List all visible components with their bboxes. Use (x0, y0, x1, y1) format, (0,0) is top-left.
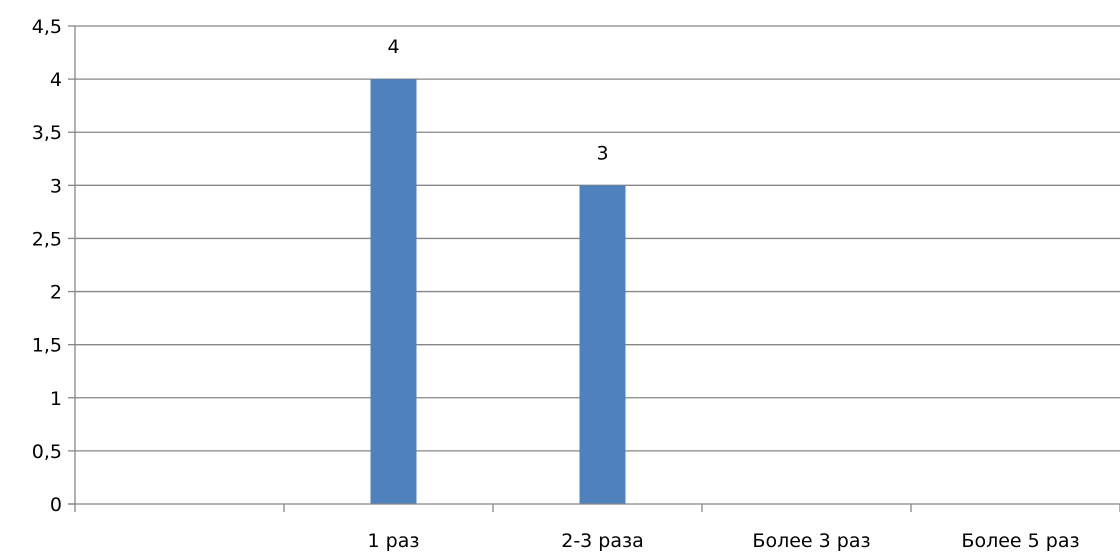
data-label: 4 (387, 36, 399, 58)
y-tick-label: 0,5 (32, 441, 62, 463)
axes (68, 25, 1120, 512)
y-tick-label: 1,5 (32, 335, 62, 357)
x-category-label: 1 раз (368, 530, 420, 552)
y-tick-label: 2,5 (32, 228, 62, 250)
y-tick-label: 3 (50, 175, 62, 197)
y-tick-label: 4 (50, 69, 62, 91)
labels: 0 0,5 1 1,5 2 2,5 3 3,5 4 4,5 4 1 раз 3 2-3 раза Более… (32, 16, 1080, 552)
data-label: 3 (596, 142, 608, 164)
x-category-label: 2-3 раза (561, 530, 644, 552)
y-tick-label: 3,5 (32, 122, 62, 144)
y-tick-label: 2 (50, 282, 62, 304)
bar (579, 185, 626, 505)
y-tick-label: 4,5 (32, 16, 62, 38)
x-category-label: Более 5 раз (961, 530, 1079, 552)
x-category-label: Более 3 раз (752, 530, 870, 552)
y-tick-label: 1 (50, 388, 62, 410)
bar (370, 79, 417, 504)
y-tick-label: 0 (50, 494, 62, 516)
bars (370, 79, 626, 505)
